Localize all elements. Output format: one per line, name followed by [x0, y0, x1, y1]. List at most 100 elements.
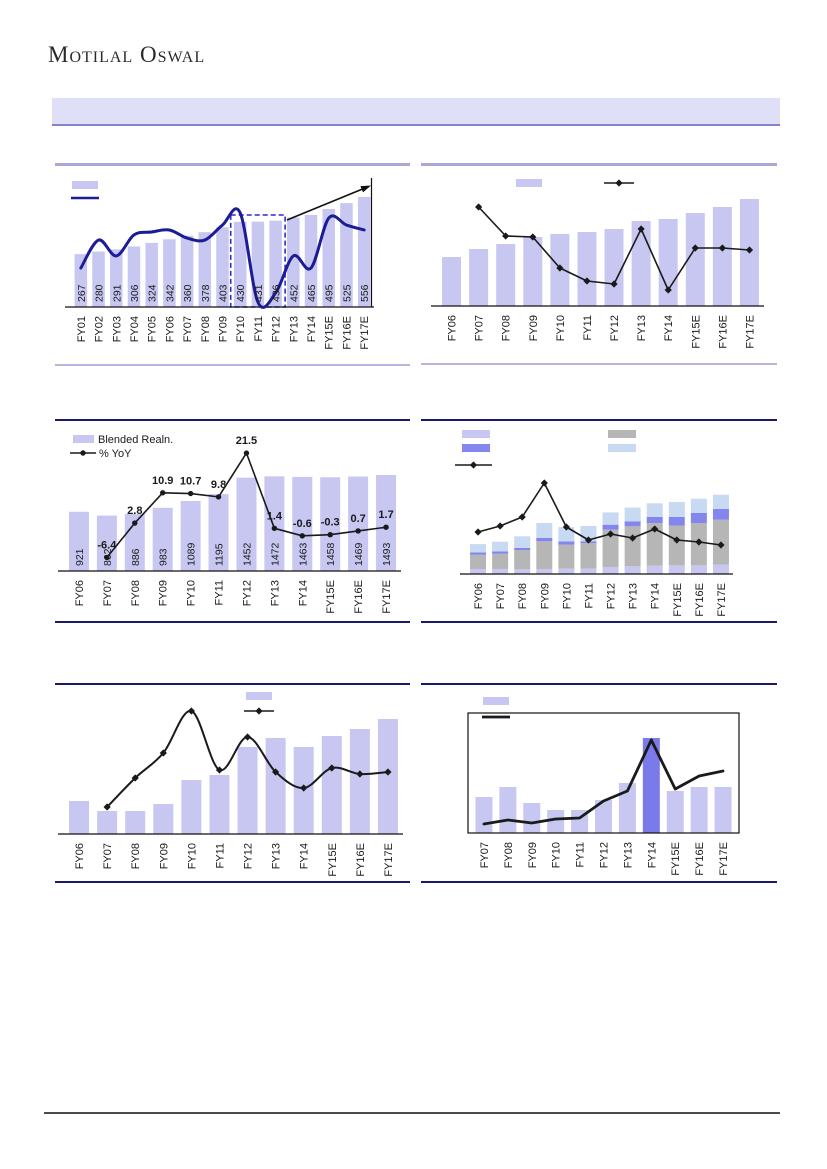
rotated-label: FY17E: [744, 315, 756, 349]
rotated-label: FY11: [583, 583, 595, 608]
legend-swatch-lavender-bar: [72, 181, 98, 189]
marker-diamond: [496, 522, 504, 530]
bar: [340, 203, 353, 307]
stacked-bar-lavender-segment: [712, 564, 729, 574]
rotated-label: FY11: [214, 580, 226, 605]
rotated-label: FY16E: [341, 316, 353, 350]
stacked-bar-blue-segment: [470, 552, 487, 555]
stacked-bar-lavender-segment: [536, 569, 553, 574]
panel-divider: [55, 364, 410, 366]
bar: [349, 729, 370, 834]
stacked-bar-gray-segment: [646, 523, 663, 566]
marker-dot: [271, 525, 278, 532]
panel-divider: [55, 881, 410, 883]
panel-divider: [55, 683, 410, 685]
rotated-label: FY16E: [353, 580, 365, 614]
marker-diamond: [745, 246, 754, 254]
stacked-bar-lavender-segment: [646, 565, 663, 574]
rotated-label: 556: [359, 284, 371, 302]
rotated-label: FY09: [539, 583, 551, 609]
line-point-label: -0.6: [293, 518, 312, 530]
stacked-bar-lightblue-segment: [668, 501, 685, 517]
rotated-label: FY14: [646, 842, 658, 868]
stacked-bar-lightblue-segment: [690, 498, 707, 513]
line-series: [482, 738, 725, 826]
bar: [153, 804, 174, 834]
rotated-label: 430: [235, 284, 247, 302]
rotated-label: FY12: [271, 316, 283, 342]
chart-bottom-left-trend: FY06 FY07 FY08 FY09 FY10 FY11 FY12 FY13 FY14 FY15…: [58, 692, 403, 877]
rotated-label: FY05: [147, 316, 159, 342]
marker-diamond: [502, 232, 510, 240]
bar: [304, 214, 318, 307]
rotated-label: FY14: [306, 316, 318, 342]
marker-diamond: [103, 803, 111, 811]
stacked-bar-lavender-segment: [470, 569, 487, 574]
marker-diamond: [718, 244, 726, 252]
bar: [264, 476, 285, 571]
rotated-label: FY08: [503, 842, 515, 868]
bar: [163, 239, 176, 307]
rotated-label: FY10: [555, 315, 567, 341]
legend-label: % YoY: [99, 448, 132, 460]
bar: [475, 797, 493, 833]
rotated-label: 360: [182, 284, 194, 302]
rotated-label: FY12: [243, 843, 255, 869]
rotated-label: FY08: [517, 583, 529, 609]
rotated-label: 1472: [269, 542, 281, 566]
line-series: [79, 207, 366, 309]
rotated-label: FY15E: [327, 843, 339, 877]
line-point-label: 0.7: [350, 513, 365, 525]
legend-label: Blended Realn.: [98, 434, 173, 446]
bar: [209, 775, 230, 834]
stacked-bar-lightblue-segment: [712, 494, 729, 509]
rotated-label: FY16E: [694, 583, 706, 617]
marker-diamond: [529, 233, 537, 241]
marker-diamond: [637, 225, 645, 233]
chart-volume-trend: 267 280 291 306 324 342 360 378 403 430 431 436 452 4…: [65, 178, 374, 350]
stacked-bar-lavender-segment: [492, 569, 509, 574]
rotated-label: FY16E: [717, 315, 729, 349]
bars-group: [442, 199, 759, 306]
chart-bottom-right-highlight: FY07 FY08 FY09 FY10 FY11 FY12 FY13 FY14 FY15E FY1…: [467, 697, 740, 876]
stacked-bar-gray-segment: [668, 525, 685, 566]
stacked-bar-blue-segment: [492, 551, 509, 554]
bar: [666, 791, 684, 833]
rotated-label: FY10: [186, 580, 198, 606]
rotated-label: FY07: [479, 842, 491, 868]
rotated-label: FY06: [164, 316, 176, 342]
plot-frame: [467, 712, 740, 834]
bar: [68, 511, 89, 571]
rotated-label: 1458: [325, 542, 337, 566]
marker-dot: [187, 490, 194, 497]
rotated-label: 525: [341, 284, 353, 302]
stacked-bar-gray-segment: [602, 529, 619, 567]
bar: [237, 747, 258, 834]
stacked-bar-lavender-segment: [558, 568, 575, 574]
rotated-label: FY17E: [718, 842, 730, 876]
bar: [125, 811, 146, 834]
stacked-bar-lightblue-segment: [470, 544, 487, 553]
legend-marker: [469, 461, 478, 469]
marker-dot: [215, 494, 222, 500]
rotated-label: FY02: [94, 316, 106, 342]
marker-dot: [243, 450, 250, 456]
stacked-bar-lightblue-segment: [536, 523, 553, 538]
line-point-label: 21.5: [236, 435, 257, 447]
line-point-label: 1.4: [267, 510, 283, 522]
stacked-bar-gray-segment: [558, 544, 575, 569]
rotated-label: FY15E: [672, 583, 684, 617]
bar: [499, 787, 517, 833]
stacked-bar-blue-segment: [646, 517, 663, 523]
marker-diamond: [673, 536, 681, 544]
rotated-label: FY07: [474, 315, 486, 341]
rotated-label: FY13: [628, 583, 640, 609]
chart-growth-yoy: FY06 FY07 FY08 FY09 FY10 FY11 FY12 FY13 FY14 FY15…: [431, 179, 764, 349]
bar: [604, 229, 624, 306]
trend-arrow-head: [360, 185, 371, 193]
rotated-label: 280: [94, 284, 106, 302]
rotated-label: FY06: [447, 315, 459, 341]
rotated-label: FY01: [76, 316, 88, 342]
rotated-label: FY14: [297, 580, 309, 606]
rotated-label: FY07: [182, 316, 194, 342]
